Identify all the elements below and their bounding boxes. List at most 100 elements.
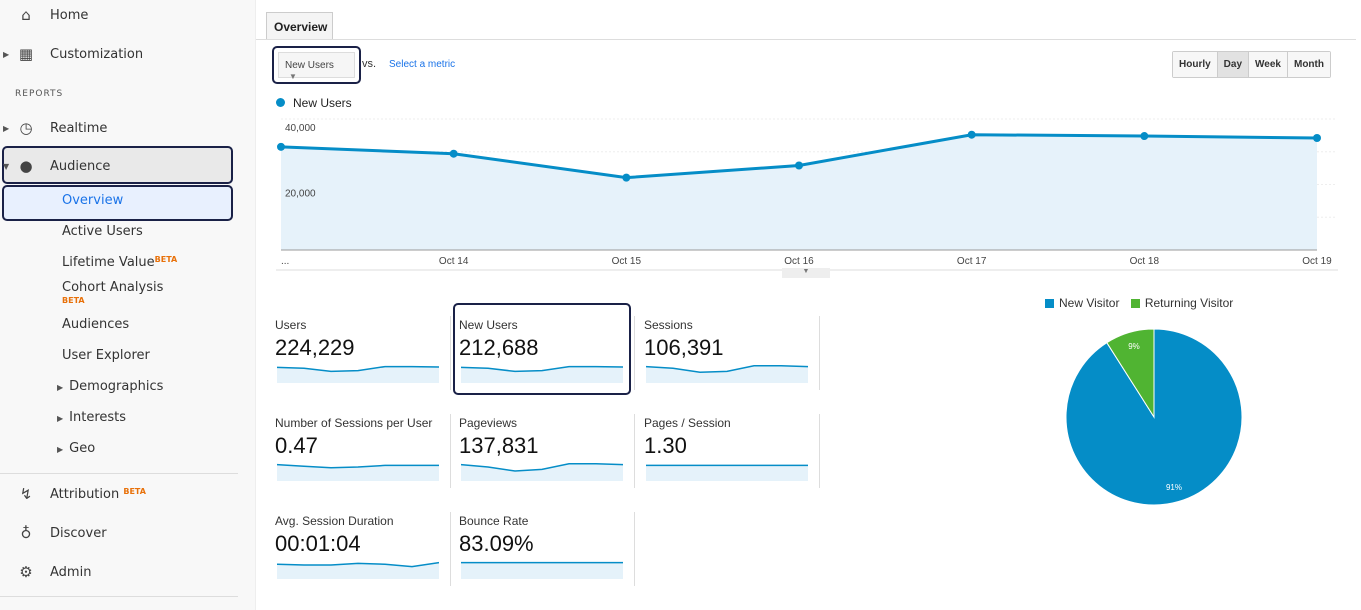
x-tick-label: Oct 17 (957, 256, 987, 267)
beta-badge: BETA (154, 255, 178, 264)
nav-attribution[interactable]: ↯ Attribution BETA (0, 484, 240, 504)
x-tick-label: Oct 14 (439, 256, 469, 267)
data-point (622, 173, 631, 182)
chart-legend: New Users (276, 96, 352, 110)
sparkline-area (646, 465, 808, 481)
chart-resize-handle[interactable]: ▼ (782, 268, 830, 278)
scorecard-title: Users (275, 318, 307, 332)
x-tick-label: Oct 16 (784, 256, 814, 267)
nav-active-users[interactable]: Active Users (62, 224, 143, 239)
scorecard-value: 83.09% (459, 531, 534, 556)
scorecard-title: Avg. Session Duration (275, 514, 394, 528)
pie-slice-returning-visitor (1106, 328, 1155, 419)
legend-swatch (1045, 299, 1054, 309)
scorecard-pageviews[interactable]: Pageviews 137,831 (455, 411, 625, 501)
dashboard-icon: ▦ (18, 45, 34, 63)
card-separator (634, 414, 635, 488)
sparkline-area (461, 562, 623, 579)
scorecard-value: 137,831 (459, 433, 539, 458)
scorecard-users[interactable]: Users 224,229 (271, 313, 441, 403)
expand-arrow-icon: ▶ (57, 414, 64, 423)
select-metric-link[interactable]: Select a metric (389, 59, 456, 70)
nav-realtime[interactable]: ▶ ◷ Realtime (3, 119, 108, 137)
pie-legend: New Visitor Returning Visitor (1045, 296, 1233, 310)
sparkline (461, 561, 623, 579)
card-separator (819, 316, 820, 390)
clock-icon: ◷ (19, 119, 33, 137)
area-fill (281, 134, 1317, 250)
granularity-buttons: Hourly Day Week Month (1172, 51, 1331, 78)
card-separator (450, 512, 451, 586)
pie-chart: 91% 9% (1065, 328, 1243, 506)
attribution-icon: ↯ (19, 485, 33, 503)
nav-geo[interactable]: ▶ Geo (57, 441, 96, 456)
card-separator (819, 414, 820, 488)
card-separator (450, 316, 451, 390)
sparkline-line (461, 365, 623, 373)
pie-data-label: 9% (1128, 342, 1140, 351)
home-icon: ⌂ (21, 6, 31, 24)
week-button[interactable]: Week (1249, 52, 1288, 77)
scorecard-avg-session-duration[interactable]: Avg. Session Duration 00:01:04 (271, 509, 441, 599)
sparkline (646, 365, 808, 383)
scorecard-number-of-sessions-per-user[interactable]: Number of Sessions per User 0.47 (271, 411, 441, 501)
lightbulb-icon: ♁ (20, 524, 32, 542)
nav-home[interactable]: ⌂ Home (0, 5, 240, 25)
nav-user-explorer[interactable]: User Explorer (62, 348, 150, 363)
line-chart: 40,000 20,000... Oct 14 Oct 15 Oct 16 Oct 17 O… (276, 118, 1338, 271)
sparkline-line (461, 463, 623, 472)
scorecard-title: Pages / Session (644, 416, 731, 430)
x-tick-label: Oct 18 (1130, 256, 1160, 267)
card-separator (450, 414, 451, 488)
x-tick-label: Oct 19 (1302, 256, 1332, 267)
legend-swatch (1130, 299, 1140, 309)
scorecard-value: 212,688 (459, 335, 539, 360)
sparkline-area (461, 463, 623, 481)
data-point (277, 142, 285, 151)
x-tick-label: Oct 15 (612, 256, 642, 267)
dropdown-arrow-icon: ▼ (289, 72, 297, 81)
scorecard-bounce-rate[interactable]: Bounce Rate 83.09% (455, 509, 625, 599)
divider (0, 473, 238, 474)
scorecard-pages-session[interactable]: Pages / Session 1.30 (640, 411, 810, 501)
scorecard-sessions[interactable]: Sessions 106,391 (640, 313, 810, 403)
expand-arrow-icon: ▶ (3, 123, 10, 133)
y-tick-label: 40,000 (285, 123, 316, 134)
month-button[interactable]: Month (1287, 52, 1330, 77)
scorecard-new-users[interactable]: New Users 212,688 (455, 313, 625, 403)
scorecard-value: 0.47 (275, 433, 318, 458)
tab-overview[interactable]: Overview (266, 12, 333, 40)
nav-lifetime-value[interactable]: Lifetime ValueBETA (62, 255, 178, 270)
overview-highlight (2, 185, 233, 221)
nav-customization[interactable]: ▶ ▦ Customization (3, 45, 144, 63)
sparkline (277, 561, 439, 579)
nav-cohort-analysis[interactable]: Cohort Analysis BETA (62, 280, 164, 305)
nav-discover[interactable]: ♁ Discover (0, 523, 240, 543)
collapse-arrow-icon: ▼ (3, 161, 10, 171)
sparkline-area (277, 562, 439, 579)
nav-audience[interactable]: ▼ ● Audience (3, 157, 111, 175)
scorecard-value: 106,391 (644, 335, 724, 360)
beta-badge: BETA (123, 486, 146, 496)
nav-interests[interactable]: ▶ Interests (57, 410, 127, 425)
nav-overview[interactable]: Overview (62, 193, 124, 208)
data-point (967, 130, 976, 139)
hourly-button[interactable]: Hourly (1173, 52, 1218, 77)
sparkline (277, 365, 439, 383)
sparkline-line (277, 463, 439, 469)
metric-select[interactable]: New Users ▼ (272, 46, 361, 84)
sparkline (461, 365, 623, 383)
sparkline-area (277, 366, 439, 383)
day-button[interactable]: Day (1217, 52, 1250, 77)
sparkline (277, 463, 439, 481)
nav-audiences[interactable]: Audiences (62, 317, 130, 332)
legend-dot (276, 98, 285, 107)
nav-demographics[interactable]: ▶ Demographics (57, 379, 164, 394)
person-icon: ● (19, 157, 33, 175)
scorecard-value: 00:01:04 (275, 531, 361, 556)
sparkline-line (277, 365, 439, 373)
tab-divider (256, 39, 1356, 40)
selected-card-highlight (453, 303, 631, 395)
scorecard-value: 224,229 (275, 335, 355, 360)
nav-admin[interactable]: ⚙ Admin (0, 562, 240, 582)
